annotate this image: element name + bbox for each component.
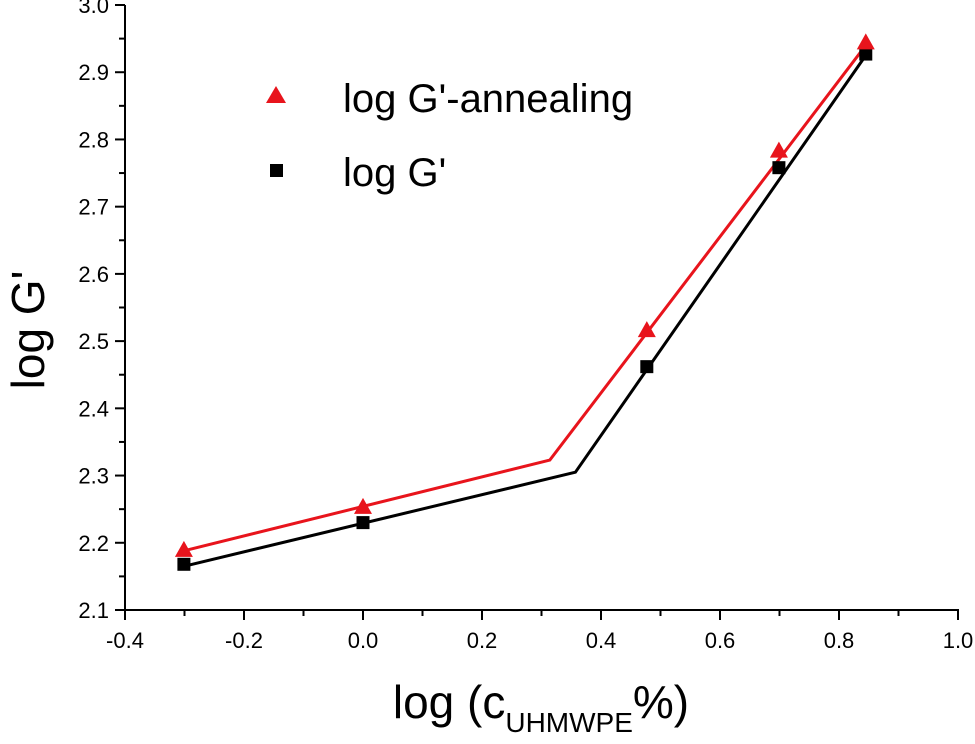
y-tick-label: 2.2 xyxy=(78,531,109,556)
x-axis-label: log (cUHMWPE%) xyxy=(393,676,689,738)
data-point-annealing xyxy=(637,321,656,338)
x-axis-label-subscript: UHMWPE xyxy=(505,707,633,738)
axes: -0.4 -0.2 0.0 0.2 0.4 0.6 0.8 1.0 2.12.22.32.42… xyxy=(78,0,973,653)
x-tick-label: -0.2 xyxy=(225,628,263,653)
y-tick-label: 2.4 xyxy=(78,396,109,421)
y-tick-label: 2.7 xyxy=(78,195,109,220)
y-tick-label: 2.3 xyxy=(78,464,109,489)
x-axis-label-main: log (c xyxy=(393,676,505,728)
data-point-logg xyxy=(356,516,370,530)
x-tick-label: 0.0 xyxy=(348,628,379,653)
data-point-logg xyxy=(640,360,654,374)
data-point-annealing xyxy=(856,33,875,50)
legend-square-marker xyxy=(270,164,283,177)
data-point-logg xyxy=(772,161,786,175)
y-tick-label: 2.6 xyxy=(78,262,109,287)
fit-line-logg xyxy=(183,54,868,568)
y-axis-label: log G' xyxy=(2,271,54,390)
fit-lines xyxy=(183,44,868,568)
legend-item-annealing: log G'-annealing xyxy=(266,77,633,121)
x-tick-label: -0.4 xyxy=(106,628,144,653)
data-point-annealing xyxy=(769,141,788,158)
legend: log G'-annealing log G' xyxy=(266,77,633,195)
data-point-annealing xyxy=(354,497,372,514)
y-tick-label: 2.8 xyxy=(78,127,109,152)
fit-line-annealing xyxy=(183,44,867,553)
y-tick-label: 3.0 xyxy=(78,0,109,18)
y-tick-label: 2.9 xyxy=(78,60,109,85)
legend-label-logg: log G' xyxy=(343,151,446,195)
y-tick-label: 2.5 xyxy=(78,329,109,354)
x-tick-label: 0.8 xyxy=(824,628,855,653)
x-ticks: -0.4 -0.2 0.0 0.2 0.4 0.6 0.8 1.0 xyxy=(106,610,973,653)
x-tick-label: 0.2 xyxy=(467,628,498,653)
legend-item-logg: log G' xyxy=(270,151,446,195)
x-tick-label: 0.6 xyxy=(705,628,736,653)
x-axis-label-suffix: %) xyxy=(633,676,689,728)
x-tick-label: 0.4 xyxy=(586,628,617,653)
legend-triangle-marker xyxy=(266,86,286,103)
x-tick-label: 1.0 xyxy=(943,628,974,653)
y-tick-label: 2.1 xyxy=(78,598,109,623)
data-point-logg xyxy=(859,47,873,61)
data-point-logg xyxy=(177,557,191,571)
data-point-annealing xyxy=(174,540,193,557)
legend-label-annealing: log G'-annealing xyxy=(343,77,633,121)
y-ticks: 2.1 2.2 2.3 2.4 2.5 2.6 2.7 2.8 2.9 3.0 xyxy=(78,0,125,623)
data-markers xyxy=(174,33,875,571)
